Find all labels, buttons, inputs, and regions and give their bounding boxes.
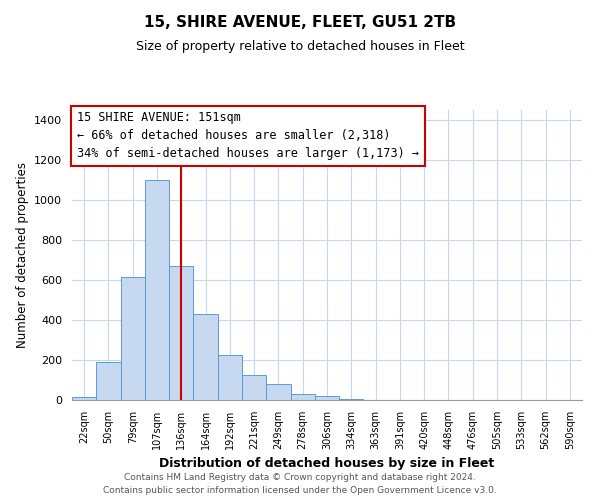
Bar [266,384,290,400]
Text: 15, SHIRE AVENUE, FLEET, GU51 2TB: 15, SHIRE AVENUE, FLEET, GU51 2TB [144,15,456,30]
Bar [290,394,315,400]
Text: 15 SHIRE AVENUE: 151sqm
← 66% of detached houses are smaller (2,318)
34% of semi: 15 SHIRE AVENUE: 151sqm ← 66% of detache… [77,112,419,160]
Bar [315,396,339,400]
Text: Contains HM Land Registry data © Crown copyright and database right 2024.: Contains HM Land Registry data © Crown c… [124,474,476,482]
Text: Size of property relative to detached houses in Fleet: Size of property relative to detached ho… [136,40,464,53]
Bar [121,277,145,400]
X-axis label: Distribution of detached houses by size in Fleet: Distribution of detached houses by size … [160,458,494,470]
Bar [339,399,364,400]
Bar [218,355,242,400]
Bar [193,314,218,400]
Bar [169,266,193,400]
Bar [96,362,121,400]
Bar [72,397,96,400]
Text: Contains public sector information licensed under the Open Government Licence v3: Contains public sector information licen… [103,486,497,495]
Bar [145,180,169,400]
Bar [242,375,266,400]
Y-axis label: Number of detached properties: Number of detached properties [16,162,29,348]
